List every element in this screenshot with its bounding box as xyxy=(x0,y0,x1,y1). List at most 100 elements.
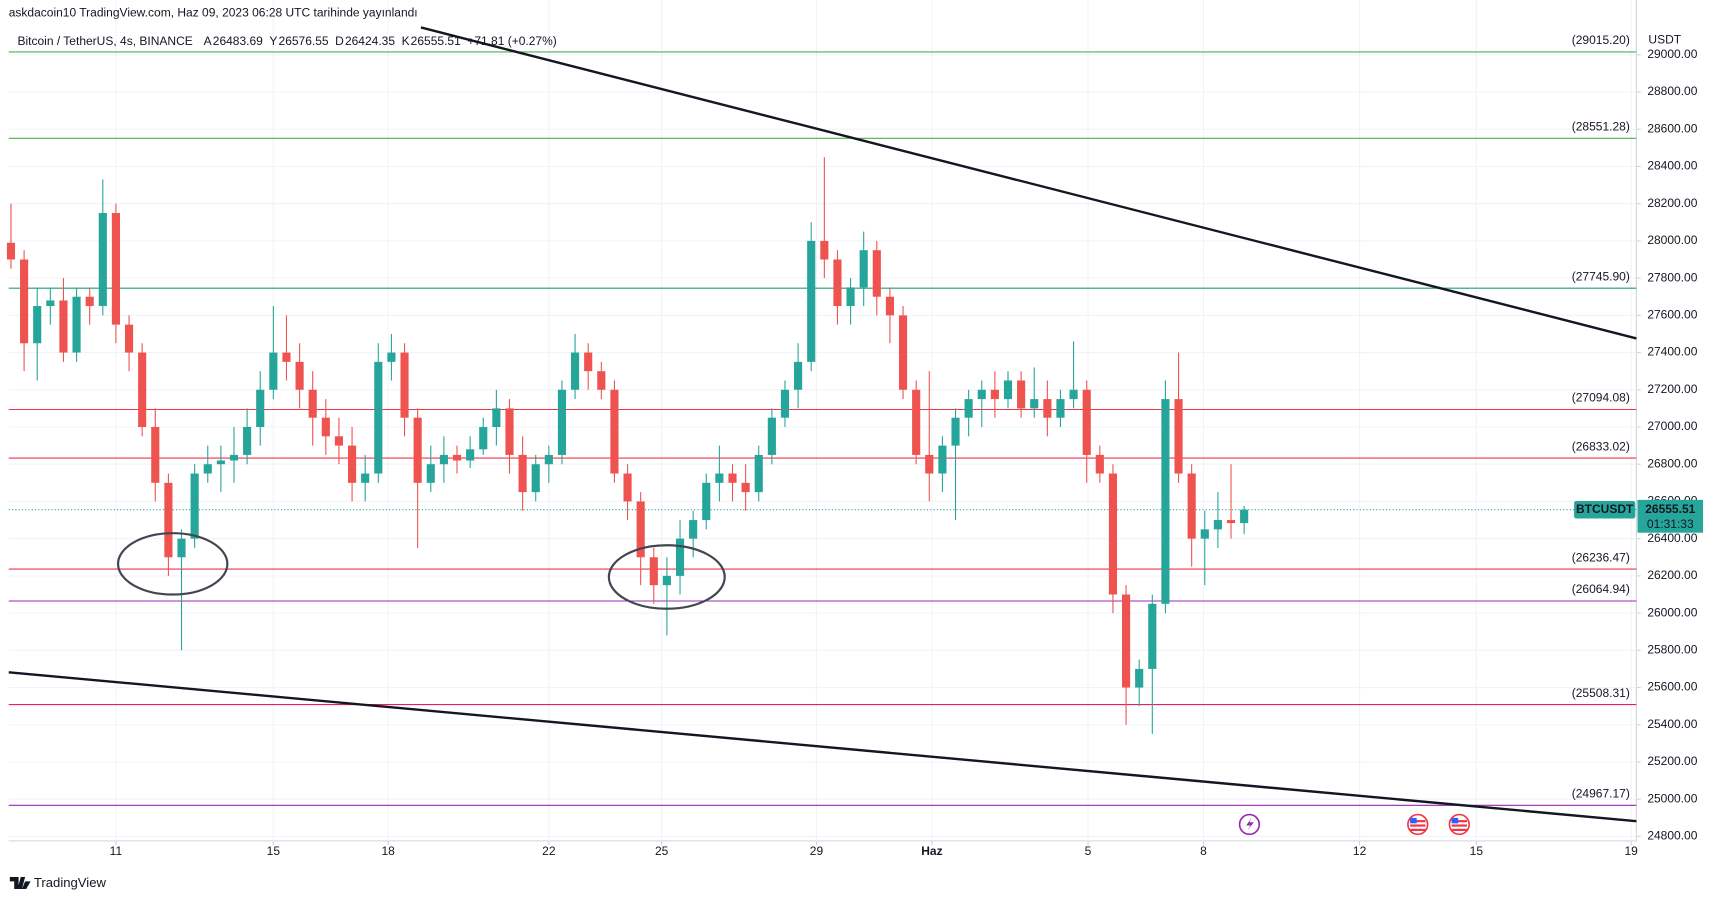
change-value: +71.81 (+0.27%) xyxy=(467,34,556,48)
candle-body xyxy=(715,473,724,483)
candle-body xyxy=(767,417,776,455)
candle-body xyxy=(1043,399,1052,418)
ohlc-value: 26576.55 xyxy=(279,34,329,48)
ohlc-value: 26483.69 xyxy=(213,34,263,48)
candle-body xyxy=(72,296,81,353)
ohlc-label: Y xyxy=(269,34,277,48)
candle-body xyxy=(977,389,986,400)
candle-body xyxy=(1017,380,1026,409)
x-tick-label: Haz xyxy=(921,844,942,858)
flag-stripe xyxy=(1410,824,1426,827)
candle-body xyxy=(662,575,671,586)
candle-body xyxy=(46,300,55,307)
x-tick-label: 25 xyxy=(655,844,669,858)
event-icon[interactable] xyxy=(1448,813,1470,836)
candle-body xyxy=(1082,389,1091,455)
candle-body xyxy=(282,352,291,362)
candle-body xyxy=(334,436,344,446)
y-tick-label: 27600.00 xyxy=(1647,308,1697,322)
y-tick-label: 26200.00 xyxy=(1647,568,1697,582)
candle-body xyxy=(846,287,855,307)
candle-body xyxy=(452,454,462,461)
ohlc-label: D xyxy=(335,34,344,48)
level-label: (26236.47) xyxy=(1572,550,1630,564)
candle-body xyxy=(951,417,960,446)
level-label: (28551.28) xyxy=(1572,120,1630,134)
candle-body xyxy=(151,426,160,483)
candle-body xyxy=(964,399,973,418)
highlight-ellipse xyxy=(116,532,229,596)
candle-body xyxy=(1240,509,1249,524)
candle-body xyxy=(308,389,317,418)
currency-label: USDT xyxy=(1648,33,1681,47)
y-tick-label: 28000.00 xyxy=(1647,233,1697,247)
candle-body xyxy=(203,464,212,474)
candles xyxy=(6,157,1249,735)
candle-body xyxy=(1187,473,1196,539)
y-tick-label: 27400.00 xyxy=(1647,345,1697,359)
y-tick-label: 27800.00 xyxy=(1647,270,1697,284)
candle-body xyxy=(229,454,239,461)
y-tick-label: 28400.00 xyxy=(1647,159,1697,173)
candle-body xyxy=(623,473,632,502)
level-label: (29015.20) xyxy=(1572,33,1630,47)
candle-body xyxy=(571,352,580,390)
candle-body xyxy=(518,454,527,493)
x-tick-label: 12 xyxy=(1353,844,1367,858)
candle-body xyxy=(59,300,68,353)
y-tick-label: 25000.00 xyxy=(1647,791,1697,805)
brand-name: TradingView xyxy=(34,875,107,890)
candle-body xyxy=(741,482,750,493)
candle-body xyxy=(33,306,42,344)
ohlc-value: 26424.35 xyxy=(345,34,395,48)
candle-body xyxy=(610,389,619,474)
y-tick-label: 27200.00 xyxy=(1647,382,1697,396)
event-icon-ring xyxy=(1448,813,1470,836)
candle-body xyxy=(505,408,514,455)
countdown: 01:31:33 xyxy=(1647,517,1694,531)
candle-body xyxy=(1148,603,1157,669)
x-tick-label: 15 xyxy=(1470,844,1484,858)
level-label: (25508.31) xyxy=(1572,686,1630,700)
candle-body xyxy=(1030,399,1039,409)
candle-body xyxy=(98,212,107,307)
level-label: (27094.08) xyxy=(1572,391,1630,405)
candle-body xyxy=(859,250,868,288)
candle-body xyxy=(20,259,29,344)
x-tick-label: 18 xyxy=(381,844,395,858)
event-icon[interactable] xyxy=(1407,813,1429,836)
y-tick-label: 25400.00 xyxy=(1647,717,1697,731)
candle-body xyxy=(466,449,475,461)
event-icon-ring xyxy=(1407,813,1429,836)
candle-body xyxy=(6,242,16,260)
brand-logo xyxy=(9,877,31,890)
y-tick-label: 24800.00 xyxy=(1647,829,1697,843)
y-tick-label: 28200.00 xyxy=(1647,196,1697,210)
candle-body xyxy=(1161,399,1170,604)
candle-body xyxy=(544,454,553,465)
candle-body xyxy=(124,324,134,353)
candle-body xyxy=(321,417,330,437)
candle-body xyxy=(439,454,448,465)
candle-body xyxy=(1226,520,1236,524)
candle-body xyxy=(833,259,842,307)
candle-body xyxy=(479,426,488,450)
flag-stripe xyxy=(1410,820,1426,823)
candle-body xyxy=(584,352,593,372)
candle-body xyxy=(807,240,816,362)
candle-body xyxy=(1213,520,1222,530)
ohlc-value: 26555.51 xyxy=(411,34,461,48)
ticker-badge xyxy=(1574,500,1636,519)
y-tick-label: 26400.00 xyxy=(1647,531,1697,545)
candle-body xyxy=(387,352,396,362)
x-tick-label: 15 xyxy=(267,844,281,858)
candle-body xyxy=(912,389,921,455)
candle-body xyxy=(426,464,435,483)
candle-body xyxy=(269,352,278,390)
price-badge xyxy=(1637,499,1704,533)
candle-body xyxy=(85,296,94,307)
candle-body xyxy=(374,361,383,474)
candle-body xyxy=(990,389,999,400)
brand: TradingView xyxy=(9,875,107,890)
